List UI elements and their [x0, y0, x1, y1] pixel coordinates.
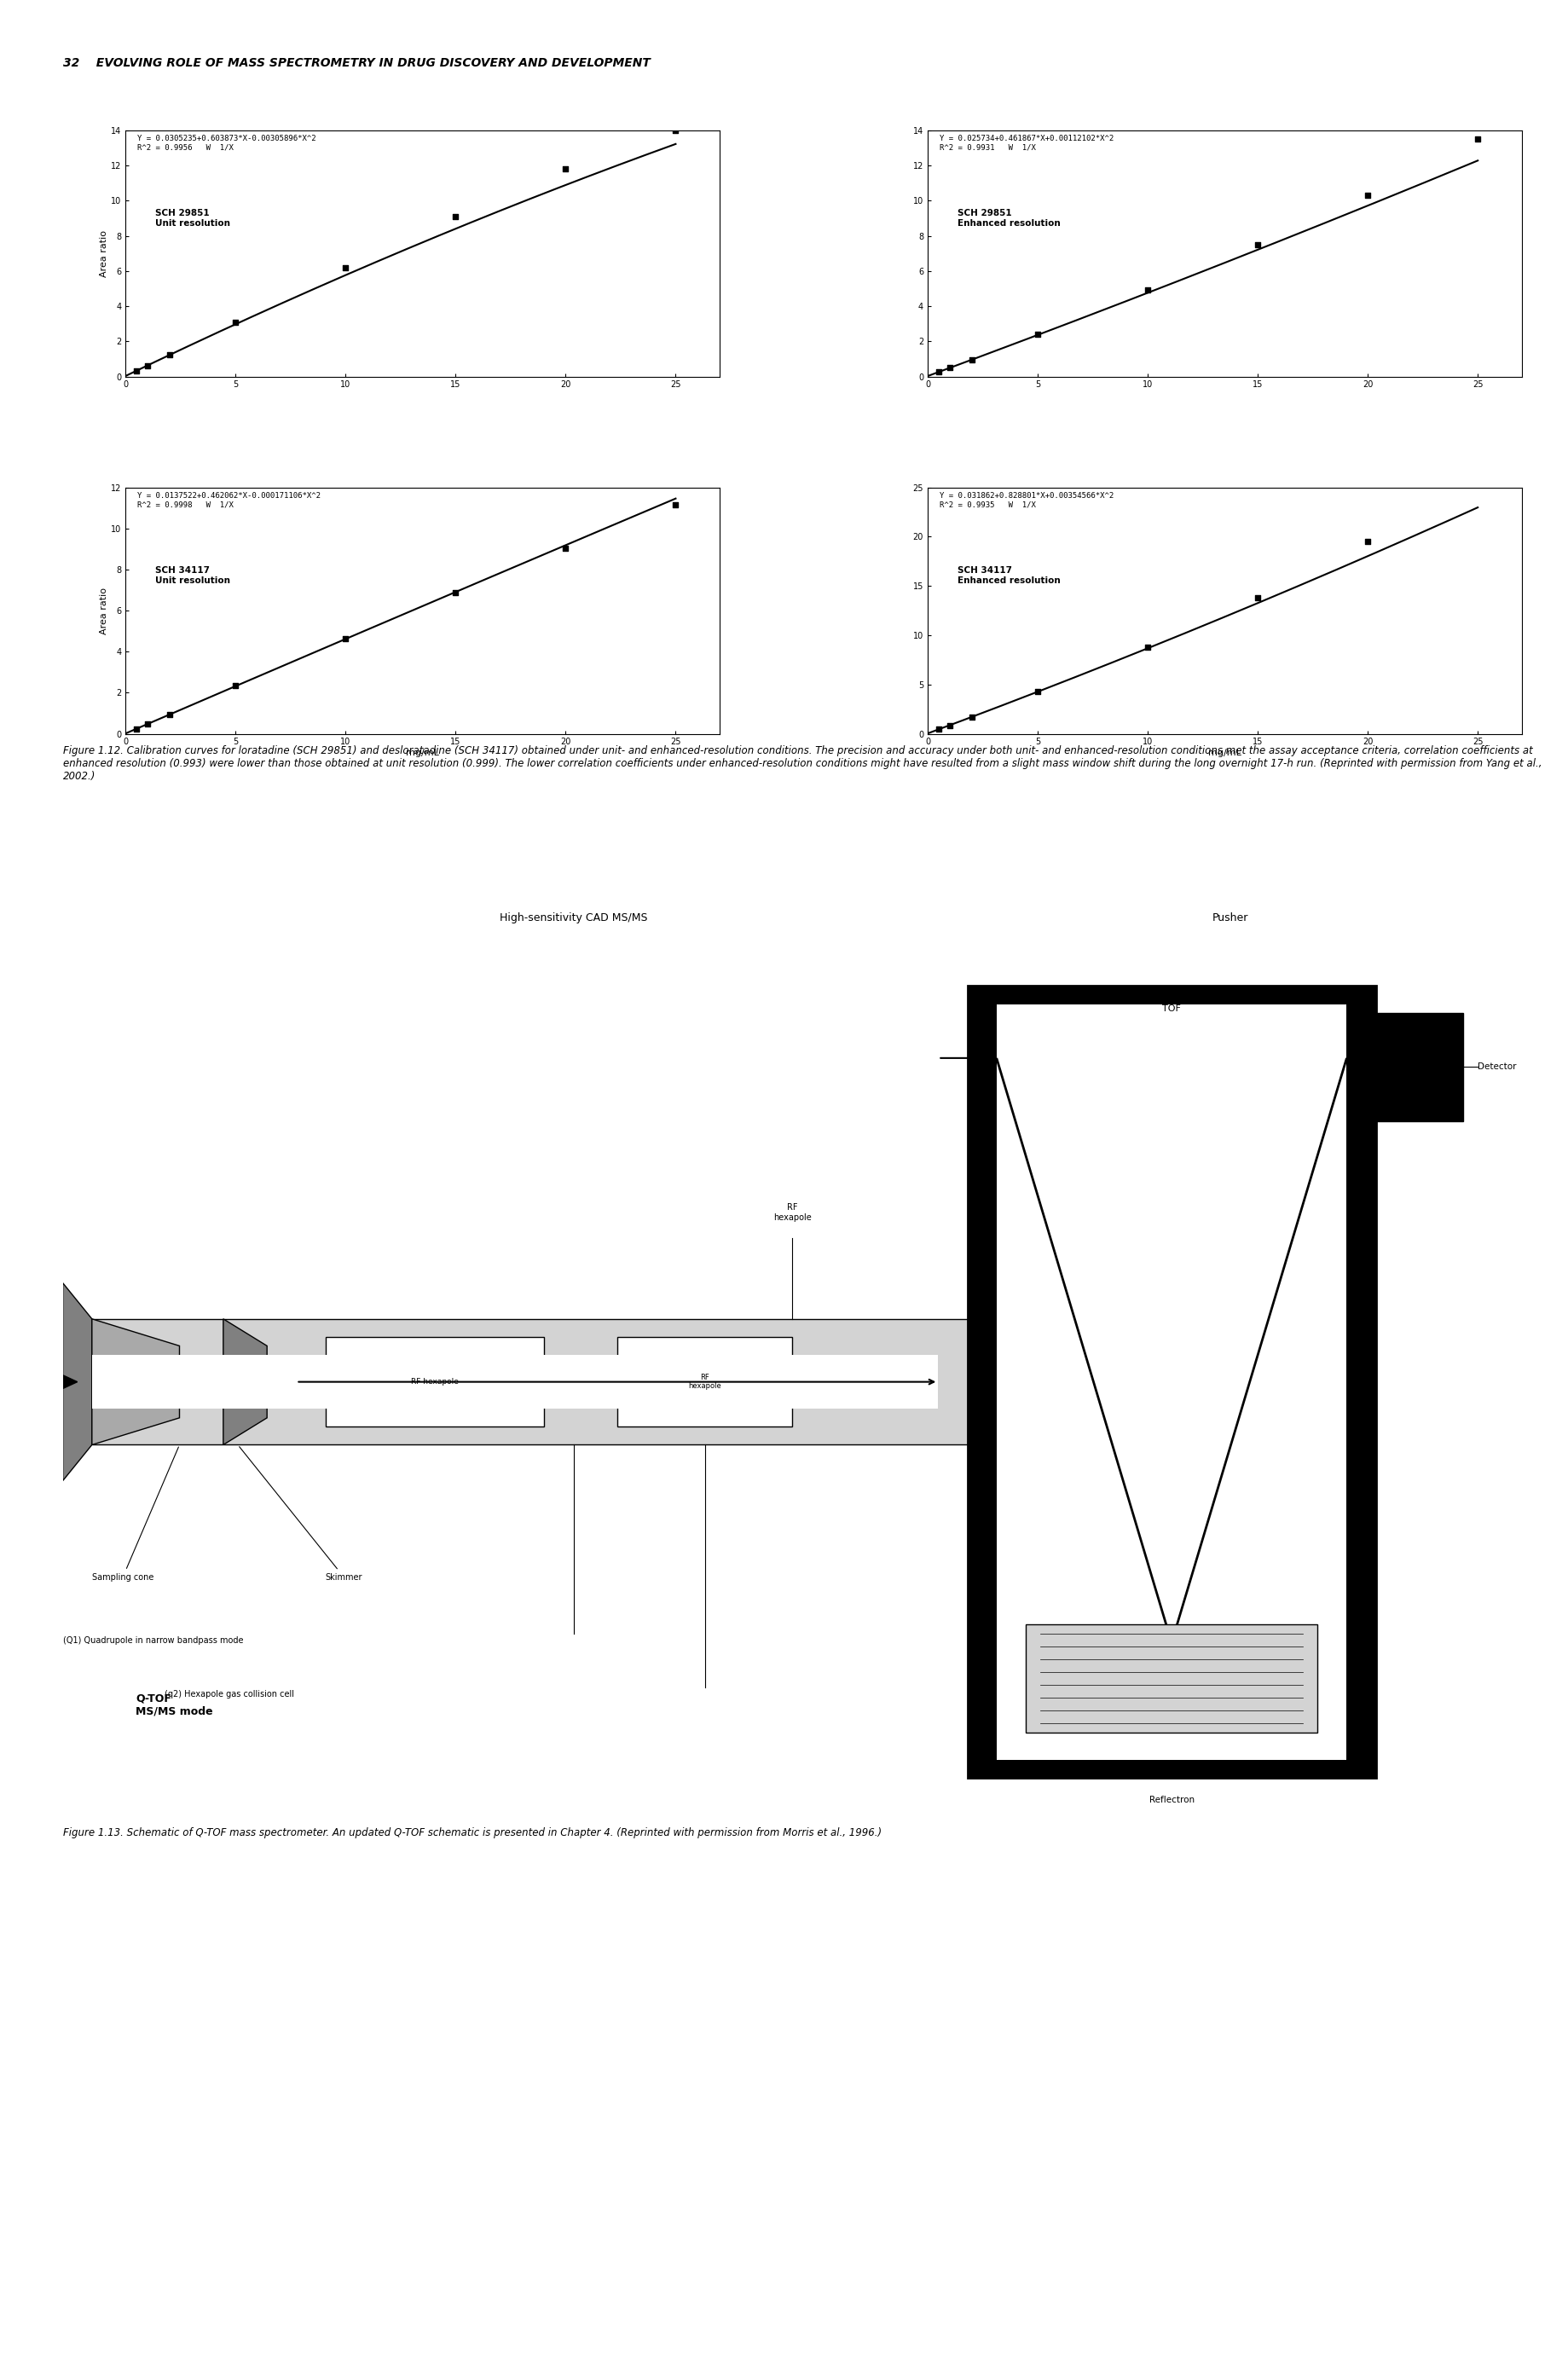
Point: [1245, 580, 1270, 618]
Text: RF
hexapole: RF hexapole: [688, 1373, 721, 1389]
Point: [124, 353, 149, 391]
Point: [936, 705, 961, 743]
Polygon shape: [223, 1318, 267, 1444]
Point: [124, 710, 149, 748]
Point: [332, 249, 358, 286]
Text: Y = 0.025734+0.461867*X+0.00112102*X^2
R^2 = 0.9931   W  1/X: Y = 0.025734+0.461867*X+0.00112102*X^2 R…: [939, 135, 1113, 151]
Bar: [616, 1337, 792, 1427]
Point: [1245, 225, 1270, 263]
Text: Sampling cone: Sampling cone: [93, 1446, 179, 1581]
Point: [925, 353, 950, 391]
Point: [223, 303, 248, 341]
Bar: [93, 1354, 938, 1408]
Point: [958, 341, 983, 379]
Bar: [996, 1004, 1345, 1759]
Text: Y = 0.031862+0.828801*X+0.00354566*X^2
R^2 = 0.9935   W  1/X: Y = 0.031862+0.828801*X+0.00354566*X^2 R…: [939, 492, 1113, 509]
Bar: [325, 1337, 544, 1427]
Text: 32    EVOLVING ROLE OF MASS SPECTROMETRY IN DRUG DISCOVERY AND DEVELOPMENT: 32 EVOLVING ROLE OF MASS SPECTROMETRY IN…: [63, 57, 649, 69]
Text: RF
hexapole: RF hexapole: [773, 1202, 811, 1221]
Text: (Q1) Quadrupole in narrow bandpass mode: (Q1) Quadrupole in narrow bandpass mode: [63, 1636, 243, 1645]
Text: (q2) Hexapole gas collision cell: (q2) Hexapole gas collision cell: [165, 1690, 295, 1700]
Point: [135, 705, 160, 743]
Text: Y = 0.0137522+0.462062*X-0.000171106*X^2
R^2 = 0.9998   W  1/X: Y = 0.0137522+0.462062*X-0.000171106*X^2…: [138, 492, 320, 509]
X-axis label: mg/mL: mg/mL: [406, 748, 439, 757]
X-axis label: mg/mL: mg/mL: [1207, 748, 1240, 757]
Polygon shape: [93, 1318, 179, 1444]
Point: [1135, 627, 1160, 665]
Text: TOF: TOF: [1162, 1004, 1181, 1013]
Point: [554, 149, 579, 187]
Point: [332, 620, 358, 658]
Polygon shape: [1025, 1624, 1317, 1733]
Text: Q-TOF
MS/MS mode: Q-TOF MS/MS mode: [136, 1692, 213, 1716]
Polygon shape: [1375, 1013, 1463, 1122]
Text: RF hexapole: RF hexapole: [411, 1378, 458, 1385]
Text: Y = 0.0305235+0.603873*X-0.00305896*X^2
R^2 = 0.9956   W  1/X: Y = 0.0305235+0.603873*X-0.00305896*X^2 …: [138, 135, 317, 151]
Text: Figure 1.13. Schematic of Q-TOF mass spectrometer. An updated Q-TOF schematic is: Figure 1.13. Schematic of Q-TOF mass spe…: [63, 1827, 881, 1839]
Text: Figure 1.12. Calibration curves for loratadine (SCH 29851) and desloratadine (SC: Figure 1.12. Calibration curves for lora…: [63, 746, 1541, 781]
Text: SCH 29851
Enhanced resolution: SCH 29851 Enhanced resolution: [956, 208, 1060, 227]
Point: [554, 530, 579, 568]
Point: [1024, 672, 1049, 710]
Y-axis label: Area ratio: Area ratio: [100, 230, 108, 277]
Text: SCH 29851
Unit resolution: SCH 29851 Unit resolution: [155, 208, 230, 227]
Text: Pusher: Pusher: [1210, 911, 1248, 923]
Text: Detector: Detector: [1477, 1063, 1516, 1072]
Point: [157, 336, 182, 374]
FancyBboxPatch shape: [93, 1318, 967, 1444]
Text: SCH 34117
Enhanced resolution: SCH 34117 Enhanced resolution: [956, 566, 1060, 585]
Point: [958, 698, 983, 736]
Text: Reflectron: Reflectron: [1148, 1797, 1193, 1804]
Point: [663, 111, 688, 149]
Text: SCH 34117
Unit resolution: SCH 34117 Unit resolution: [155, 566, 230, 585]
Point: [135, 346, 160, 383]
Point: [442, 573, 467, 611]
Point: [936, 348, 961, 386]
Y-axis label: Area ratio: Area ratio: [100, 587, 108, 634]
Point: [925, 710, 950, 748]
Text: High-sensitivity CAD MS/MS: High-sensitivity CAD MS/MS: [499, 911, 648, 923]
Point: [1355, 523, 1380, 561]
Point: [223, 667, 248, 705]
Point: [663, 485, 688, 523]
Point: [1465, 459, 1490, 497]
Point: [1355, 178, 1380, 215]
Point: [1024, 315, 1049, 353]
Point: [1465, 121, 1490, 159]
Text: Skimmer: Skimmer: [240, 1446, 362, 1581]
Polygon shape: [63, 1283, 93, 1482]
Point: [157, 696, 182, 734]
FancyArrow shape: [0, 1375, 77, 1389]
Point: [1135, 272, 1160, 310]
Point: [442, 196, 467, 234]
Bar: [967, 987, 1375, 1778]
